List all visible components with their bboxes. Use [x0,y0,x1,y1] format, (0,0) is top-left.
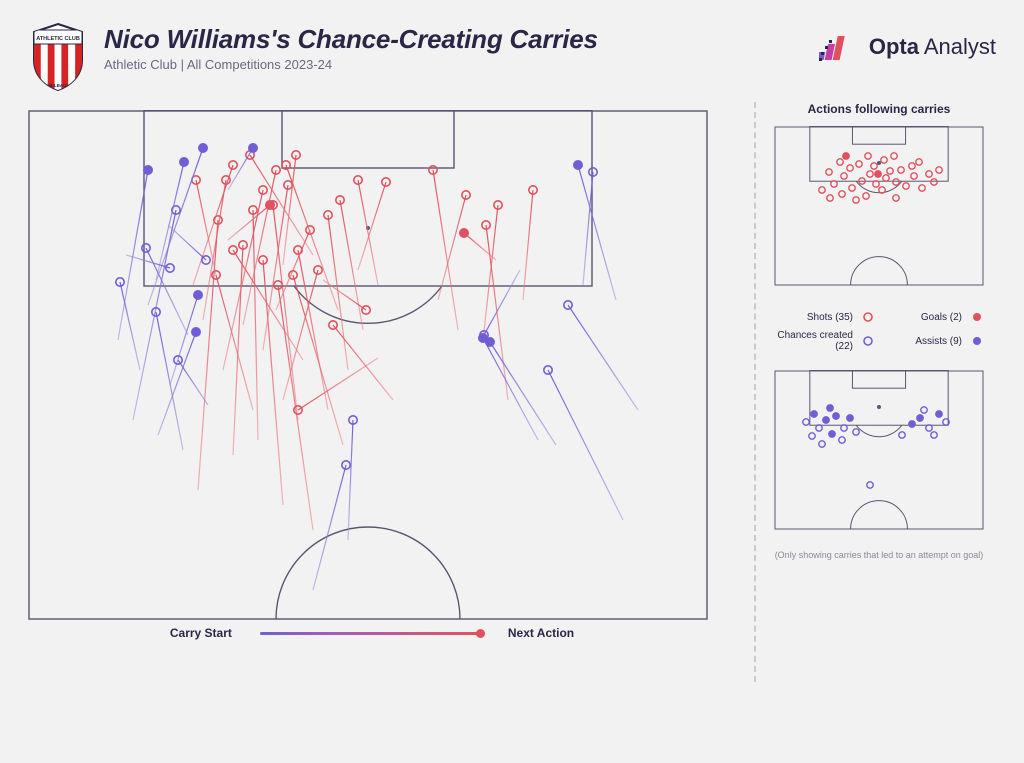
legend-shots-marker [861,310,875,324]
gradient-legend: Carry Start Next Action [28,626,716,640]
chart-subtitle: Athletic Club | All Competitions 2023-24 [104,57,803,72]
legend-block: Shots (35) Goals (2) Chances created (22… [774,310,984,352]
mini-pitch-assists-wrap [774,370,984,530]
content: Carry Start Next Action Actions followin… [28,102,996,682]
legend-assists-marker [970,334,984,348]
legend-chances-label: Chances created (22) [774,330,853,352]
legend-chances-marker [861,334,875,348]
vertical-divider [754,102,756,682]
club-crest: ATHLETIC CLUB BILBAO [28,20,88,92]
side-column: Actions following carries Shots (35) Goa… [736,102,996,682]
side-title: Actions following carries [808,102,951,116]
legend-assists-label: Assists (9) [883,336,962,347]
svg-text:BILBAO: BILBAO [49,83,67,88]
page-root: ATHLETIC CLUB BILBAO Nico Williams's Chan… [0,0,1024,763]
legend-shots-label: Shots (35) [774,312,853,323]
carry-start-label: Carry Start [170,626,232,640]
mini-pitch-shots-wrap [774,126,984,286]
main-pitch [28,110,708,620]
brand-bold: Opta [869,34,919,59]
mini-pitch-shots [774,126,984,286]
footnote: (Only showing carries that led to an att… [775,550,984,560]
brand-rest: Analyst [919,34,996,59]
legend-goals-label: Goals (2) [883,312,962,323]
title-block: Nico Williams's Chance-Creating Carries … [104,20,803,72]
brand-text: Opta Analyst [869,34,996,60]
legend-goals-marker [970,310,984,324]
gradient-line [260,632,480,635]
main-pitch-wrap: Carry Start Next Action [28,102,736,682]
chart-title: Nico Williams's Chance-Creating Carries [104,24,803,55]
brand-logo: Opta Analyst [819,20,996,64]
mini-pitch-assists [774,370,984,530]
header: ATHLETIC CLUB BILBAO Nico Williams's Chan… [28,20,996,92]
svg-text:ATHLETIC CLUB: ATHLETIC CLUB [36,36,80,42]
next-action-label: Next Action [508,626,574,640]
